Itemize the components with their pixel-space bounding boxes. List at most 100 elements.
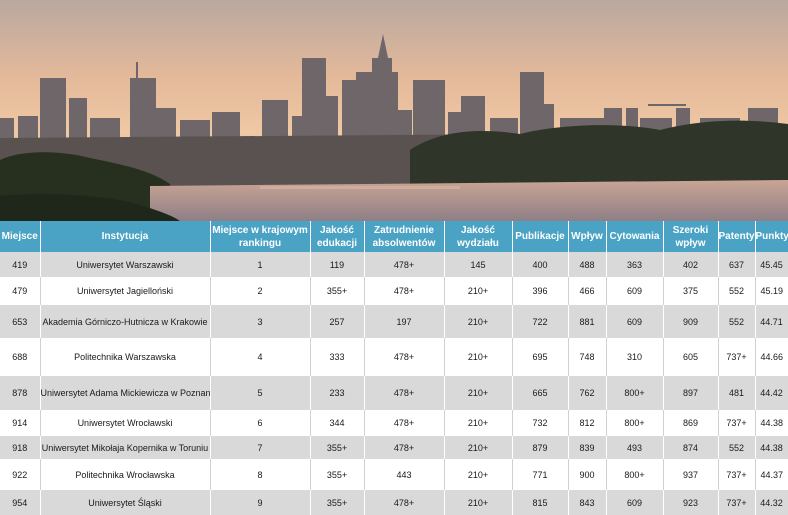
table-cell: 605 bbox=[663, 338, 719, 376]
table-cell: 1 bbox=[210, 252, 311, 277]
table-cell: 355+ bbox=[310, 277, 365, 305]
table-cell: 210+ bbox=[444, 410, 513, 436]
table-cell: 900 bbox=[568, 459, 607, 490]
table-cell: 310 bbox=[606, 338, 664, 376]
table-cell: 210+ bbox=[444, 338, 513, 376]
col-header-krajowy-ranking: Miejsce w krajowym rankingu bbox=[210, 221, 311, 252]
table-cell: 44.38 bbox=[755, 436, 788, 459]
table-cell: Akademia Górniczo-Hutnicza w Krakowie bbox=[40, 305, 211, 338]
university-ranking-table: Miejsce Instytucja Miejsce w krajowym ra… bbox=[0, 221, 788, 515]
table-cell: 653 bbox=[0, 305, 41, 338]
table-cell: 737+ bbox=[718, 410, 756, 436]
table-cell: 478+ bbox=[364, 277, 445, 305]
skyline-image bbox=[0, 0, 788, 221]
col-header-jakosc-edukacji: Jakość edukacji bbox=[310, 221, 365, 252]
table-cell: 210+ bbox=[444, 436, 513, 459]
table-cell: 479 bbox=[0, 277, 41, 305]
table-cell: 396 bbox=[512, 277, 569, 305]
table-cell: 44.37 bbox=[755, 459, 788, 490]
table-cell: 355+ bbox=[310, 490, 365, 515]
table-cell: 909 bbox=[663, 305, 719, 338]
table-row: 922 Politechnika Wrocławska 8 355+ 443 210+ 77… bbox=[0, 459, 788, 490]
table-cell: 762 bbox=[568, 376, 607, 410]
table-cell: 344 bbox=[310, 410, 365, 436]
table-cell: 44.42 bbox=[755, 376, 788, 410]
table-cell: 210+ bbox=[444, 459, 513, 490]
table-cell: Uniwersytet Warszawski bbox=[40, 252, 211, 277]
table-cell: 688 bbox=[0, 338, 41, 376]
col-header-publikacje: Publikacje bbox=[512, 221, 569, 252]
table-cell: 355+ bbox=[310, 459, 365, 490]
table-cell: 363 bbox=[606, 252, 664, 277]
col-header-patenty: Patenty bbox=[718, 221, 756, 252]
table-row: 918 Uniwersytet Mikołaja Kopernika w Toru… bbox=[0, 436, 788, 459]
table-cell: Politechnika Warszawska bbox=[40, 338, 211, 376]
table-cell: 493 bbox=[606, 436, 664, 459]
table-row: 914 Uniwersytet Wrocławski 6 344 478+ 210+ 732… bbox=[0, 410, 788, 436]
table-cell: 878 bbox=[0, 376, 41, 410]
warsaw-skyline-photo bbox=[0, 0, 788, 221]
col-header-szeroki-wplyw: Szeroki wpływ bbox=[663, 221, 719, 252]
table-cell: 3 bbox=[210, 305, 311, 338]
table-cell: 375 bbox=[663, 277, 719, 305]
table-header-row: Miejsce Instytucja Miejsce w krajowym ra… bbox=[0, 221, 788, 252]
table-cell: 748 bbox=[568, 338, 607, 376]
table-cell: 843 bbox=[568, 490, 607, 515]
table-cell: Uniwersytet Wrocławski bbox=[40, 410, 211, 436]
table-cell: 922 bbox=[0, 459, 41, 490]
table-cell: 44.71 bbox=[755, 305, 788, 338]
col-header-miejsce: Miejsce bbox=[0, 221, 41, 252]
table-row: 954 Uniwersytet Śląski 9 355+ 478+ 210+ 815 843… bbox=[0, 490, 788, 515]
col-header-wplyw: Wpływ bbox=[568, 221, 607, 252]
table-cell: 914 bbox=[0, 410, 41, 436]
table-cell: 488 bbox=[568, 252, 607, 277]
table-cell: 44.32 bbox=[755, 490, 788, 515]
table-cell: 5 bbox=[210, 376, 311, 410]
table-row: 653 Akademia Górniczo-Hutnicza w Krakowie… bbox=[0, 305, 788, 338]
table-cell: 44.66 bbox=[755, 338, 788, 376]
table-cell: 874 bbox=[663, 436, 719, 459]
table-row: 479 Uniwersytet Jagielloński 2 355+ 478+ 210+… bbox=[0, 277, 788, 305]
table-cell: 771 bbox=[512, 459, 569, 490]
table-cell: 609 bbox=[606, 490, 664, 515]
table-cell: 881 bbox=[568, 305, 607, 338]
table-cell: 737+ bbox=[718, 459, 756, 490]
col-header-zatrudnienie: Zatrudnienie absolwentów bbox=[364, 221, 445, 252]
table-cell: Politechnika Wrocławska bbox=[40, 459, 211, 490]
table-cell: 609 bbox=[606, 277, 664, 305]
table-cell: 478+ bbox=[364, 338, 445, 376]
table-cell: 6 bbox=[210, 410, 311, 436]
table-row: 878 Uniwersytet Adama Mickiewicza w Pozna… bbox=[0, 376, 788, 410]
table-cell: 800+ bbox=[606, 376, 664, 410]
table-cell: 145 bbox=[444, 252, 513, 277]
table-cell: 2 bbox=[210, 277, 311, 305]
table-cell: 9 bbox=[210, 490, 311, 515]
table-row: 688 Politechnika Warszawska 4 333 478+ 210+ 69… bbox=[0, 338, 788, 376]
table-cell: 8 bbox=[210, 459, 311, 490]
table-cell: 257 bbox=[310, 305, 365, 338]
table-cell: 737+ bbox=[718, 490, 756, 515]
table-cell: 918 bbox=[0, 436, 41, 459]
col-header-instytucja: Instytucja bbox=[40, 221, 211, 252]
table-cell: 665 bbox=[512, 376, 569, 410]
table-cell: 210+ bbox=[444, 490, 513, 515]
table-cell: 812 bbox=[568, 410, 607, 436]
table-cell: 552 bbox=[718, 277, 756, 305]
table-cell: 954 bbox=[0, 490, 41, 515]
table-cell: Uniwersytet Adama Mickiewicza w Poznaniu bbox=[40, 376, 211, 410]
table-cell: 869 bbox=[663, 410, 719, 436]
table-cell: 44.38 bbox=[755, 410, 788, 436]
table-cell: 609 bbox=[606, 305, 664, 338]
table-cell: 443 bbox=[364, 459, 445, 490]
table-cell: Uniwersytet Jagielloński bbox=[40, 277, 211, 305]
table-cell: 815 bbox=[512, 490, 569, 515]
table-cell: 552 bbox=[718, 305, 756, 338]
table-body: 419 Uniwersytet Warszawski 1 119 478+ 145 400 4… bbox=[0, 252, 788, 515]
col-header-cytowania: Cytowania bbox=[606, 221, 664, 252]
table-cell: 478+ bbox=[364, 490, 445, 515]
table-cell: 466 bbox=[568, 277, 607, 305]
table-cell: 4 bbox=[210, 338, 311, 376]
table-cell: 45.19 bbox=[755, 277, 788, 305]
table-cell: 45.45 bbox=[755, 252, 788, 277]
table-cell: Uniwersytet Śląski bbox=[40, 490, 211, 515]
